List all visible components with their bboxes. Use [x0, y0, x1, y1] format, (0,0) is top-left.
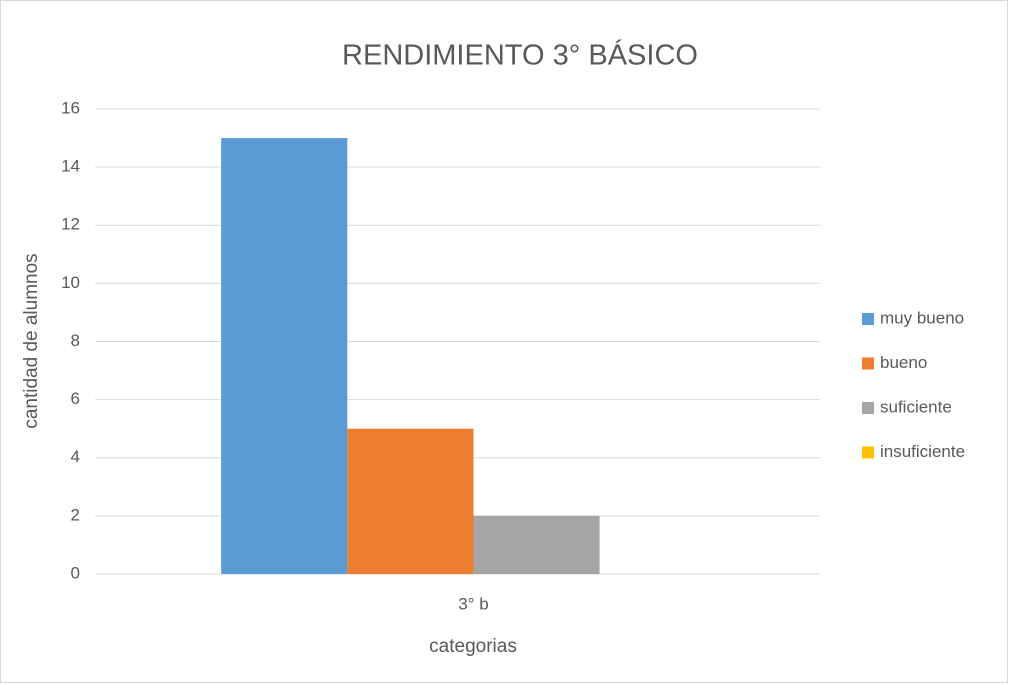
y-tick-label: 8	[71, 331, 80, 350]
y-tick-label: 16	[61, 98, 80, 117]
y-tick-label: 14	[61, 157, 80, 176]
x-axis-label: categorias	[429, 636, 517, 657]
legend-label: muy bueno	[880, 308, 964, 327]
x-tick-label: 3° b	[458, 594, 488, 613]
y-tick-label: 4	[71, 447, 80, 466]
y-axis-label: cantidad de alumnos	[21, 253, 42, 428]
bar	[221, 138, 348, 574]
legend-label: bueno	[880, 353, 927, 372]
y-tick-label: 0	[71, 563, 80, 582]
legend-swatch	[862, 402, 874, 414]
bar	[473, 515, 600, 574]
y-tick-label: 12	[61, 215, 80, 234]
y-tick-label: 2	[71, 505, 80, 524]
legend-label: insuficiente	[880, 442, 965, 461]
legend-swatch	[862, 357, 874, 370]
chart-title: RENDIMIENTO 3° BÁSICO	[342, 39, 698, 72]
legend-swatch	[862, 313, 874, 325]
y-tick-label: 10	[61, 273, 80, 292]
y-tick-label: 6	[71, 389, 80, 408]
legend-label: suficiente	[880, 397, 952, 416]
bar	[347, 428, 474, 574]
legend-swatch	[862, 446, 874, 459]
